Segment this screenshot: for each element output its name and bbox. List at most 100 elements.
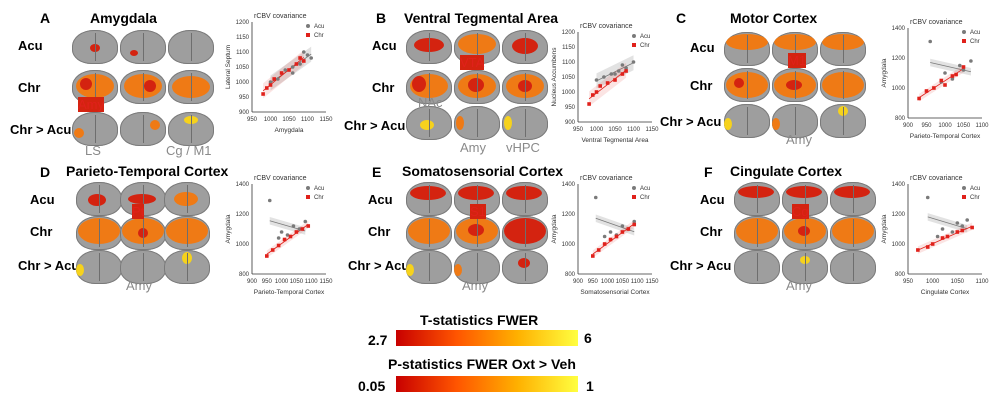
brain-slice bbox=[502, 182, 548, 216]
data-point-chr bbox=[288, 234, 293, 239]
data-point-chr bbox=[924, 89, 929, 93]
data-point-acu bbox=[302, 50, 306, 54]
data-point-acu bbox=[276, 77, 280, 81]
data-point-acu bbox=[958, 63, 962, 68]
y-tick-label: 1200 bbox=[892, 212, 906, 218]
brain-slice bbox=[502, 30, 548, 64]
brain-slice bbox=[120, 216, 166, 250]
brain-slice bbox=[406, 216, 452, 250]
x-axis-label: Cingulate Cortex bbox=[921, 289, 970, 296]
brain-slice bbox=[772, 104, 818, 138]
brain-slice bbox=[406, 30, 452, 64]
p-stat-min: 0.05 bbox=[358, 378, 386, 394]
x-tick-label: 950 bbox=[588, 279, 599, 285]
scatter-chart-a: rCBV covariance9009501000105011001150120… bbox=[225, 13, 334, 134]
annotation-amy: Amy bbox=[78, 97, 104, 112]
y-tick-label: 800 bbox=[239, 272, 250, 278]
row-label-chr-acu: Chr > Acu bbox=[10, 122, 72, 137]
t-stat-colorbar bbox=[396, 330, 578, 346]
data-point-chr bbox=[961, 65, 966, 69]
annotation-vhpc: vHPC bbox=[506, 140, 540, 155]
x-tick-label: 1000 bbox=[601, 279, 615, 285]
annotation-ls: LS bbox=[85, 143, 101, 158]
data-point-chr bbox=[279, 71, 284, 75]
y-tick-label: 1150 bbox=[562, 45, 576, 51]
legend-marker-chr bbox=[306, 33, 310, 37]
data-point-acu bbox=[950, 230, 955, 234]
data-point-chr bbox=[940, 236, 945, 240]
brain-slice bbox=[830, 216, 876, 250]
x-tick-label: 1050 bbox=[290, 279, 304, 285]
y-axis-label: Lateral Septum bbox=[225, 45, 232, 89]
brain-slice bbox=[164, 182, 210, 216]
x-tick-label: 1100 bbox=[301, 117, 315, 123]
x-tick-label: 950 bbox=[247, 117, 258, 123]
data-point-chr bbox=[614, 234, 619, 239]
brain-slice bbox=[502, 70, 548, 104]
legend-marker-chr bbox=[962, 195, 966, 199]
brain-slice bbox=[454, 216, 500, 250]
y-tick-label: 1000 bbox=[892, 86, 906, 92]
data-point-chr bbox=[608, 237, 613, 242]
panel-title: Parieto-Temporal Cortex bbox=[66, 163, 229, 179]
chart-title: rCBV covariance bbox=[910, 19, 963, 26]
legend-label: Chr bbox=[314, 195, 324, 201]
data-point-acu bbox=[283, 68, 288, 72]
data-point-acu bbox=[620, 224, 625, 228]
brain-slice bbox=[168, 70, 214, 104]
brain-slice bbox=[406, 106, 452, 140]
annotation-amy: Amy bbox=[786, 278, 812, 293]
data-point-acu bbox=[609, 72, 614, 76]
legend-marker-acu bbox=[632, 186, 636, 190]
legend-marker-acu bbox=[632, 34, 636, 38]
legend-marker-acu bbox=[306, 186, 310, 190]
y-axis-label: Amygdala bbox=[551, 214, 558, 243]
data-point-chr bbox=[917, 96, 921, 101]
brain-slice bbox=[120, 30, 166, 64]
y-tick-label: 1050 bbox=[562, 75, 576, 81]
y-tick-label: 900 bbox=[565, 120, 576, 126]
panel-title: Ventral Tegmental Area bbox=[404, 10, 559, 26]
data-point-chr bbox=[955, 230, 960, 234]
annotation-amy: Amy bbox=[462, 278, 488, 293]
data-point-chr bbox=[287, 68, 291, 72]
data-point-chr bbox=[960, 228, 965, 233]
brain-slice bbox=[168, 112, 214, 146]
legend-label: Chr bbox=[640, 195, 650, 201]
data-point-chr bbox=[591, 93, 595, 97]
p-stat-max: 1 bbox=[586, 378, 594, 394]
brain-slice bbox=[72, 112, 118, 146]
brain-slice bbox=[72, 30, 118, 64]
x-tick-label: 1150 bbox=[320, 117, 334, 123]
x-tick-label: 1000 bbox=[938, 123, 952, 129]
data-point-acu bbox=[303, 219, 308, 224]
x-tick-label: 1000 bbox=[926, 279, 940, 285]
data-point-chr bbox=[270, 248, 275, 252]
panel-label: B bbox=[376, 10, 387, 26]
x-axis-label: Amygdala bbox=[275, 127, 304, 134]
panel-title: Motor Cortex bbox=[730, 10, 818, 26]
data-point-acu bbox=[935, 234, 940, 239]
y-tick-label: 1200 bbox=[562, 212, 576, 218]
panel-label: E bbox=[372, 164, 382, 180]
data-point-acu bbox=[268, 80, 273, 84]
brain-slice bbox=[76, 216, 122, 250]
data-point-chr bbox=[265, 86, 269, 90]
data-point-chr bbox=[624, 69, 628, 73]
data-point-acu bbox=[616, 69, 621, 73]
x-tick-label: 1050 bbox=[951, 279, 965, 285]
data-point-acu bbox=[925, 195, 930, 200]
legend-marker-chr bbox=[962, 39, 966, 43]
legend-label: Acu bbox=[314, 24, 324, 30]
data-point-chr bbox=[932, 86, 936, 90]
y-tick-label: 1400 bbox=[236, 182, 250, 188]
y-axis-label: Amygdala bbox=[225, 214, 232, 243]
row-label-acu: Acu bbox=[690, 40, 715, 55]
data-point-acu bbox=[613, 72, 617, 76]
x-axis-label: Somatosensorial Cortex bbox=[580, 289, 650, 296]
p-stat-colorbar bbox=[396, 376, 578, 392]
legend-label: Chr bbox=[640, 43, 650, 49]
x-tick-label: 1100 bbox=[627, 127, 641, 133]
brain-slice bbox=[502, 250, 548, 284]
annotation-pt: Pt bbox=[132, 204, 145, 219]
